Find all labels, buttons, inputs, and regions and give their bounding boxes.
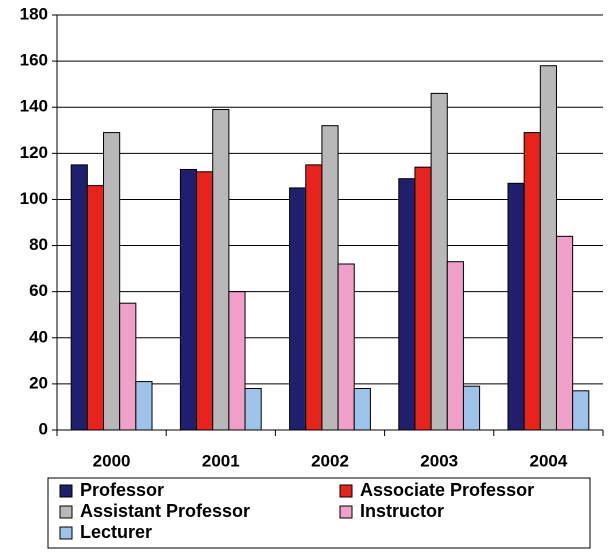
y-tick-label: 140: [20, 97, 48, 116]
bar: [196, 171, 214, 431]
bar: [70, 164, 88, 431]
legend-label: Lecturer: [80, 522, 152, 542]
bar: [572, 390, 590, 431]
y-tick-label: 40: [29, 327, 48, 346]
bar: [228, 291, 246, 431]
legend-swatch: [59, 484, 73, 498]
y-tick-label: 160: [20, 51, 48, 70]
x-tick-label: 2003: [420, 451, 458, 470]
bar: [321, 125, 339, 431]
bar: [430, 92, 448, 431]
legend-swatch: [339, 505, 353, 519]
x-tick-label: 2001: [202, 451, 240, 470]
bar: [523, 132, 541, 431]
bar: [244, 388, 262, 431]
y-tick-label: 80: [29, 235, 48, 254]
bar: [462, 385, 481, 431]
legend-label: Associate Professor: [360, 480, 534, 500]
bar: [353, 388, 371, 431]
y-tick-label: 0: [39, 419, 48, 438]
bar: [179, 168, 198, 431]
x-tick-label: 2002: [311, 451, 349, 470]
y-tick-label: 120: [20, 143, 48, 162]
bar: [446, 261, 464, 431]
x-tick-label: 2000: [93, 451, 131, 470]
bar: [135, 381, 153, 431]
legend-label: Instructor: [360, 501, 444, 521]
bar: [289, 187, 307, 431]
bar: [305, 164, 323, 431]
bar: [119, 302, 137, 431]
bar: [86, 185, 105, 431]
bar: [103, 132, 121, 431]
y-tick-label: 20: [29, 373, 48, 392]
bar: [212, 109, 230, 431]
bar: [398, 178, 416, 431]
y-tick-label: 60: [29, 281, 48, 300]
legend-swatch: [59, 505, 73, 519]
y-tick-label: 100: [20, 189, 48, 208]
legend-label: Professor: [80, 480, 164, 500]
legend-swatch: [339, 484, 353, 498]
legend-label: Assistant Professor: [80, 501, 250, 521]
y-tick-label: 180: [20, 4, 48, 23]
bar: [414, 166, 432, 431]
bar: [539, 65, 557, 431]
bar: [507, 182, 525, 431]
x-tick-label: 2004: [529, 451, 567, 470]
bar: [555, 235, 574, 431]
bar: [337, 263, 355, 431]
legend-swatch: [59, 526, 73, 540]
legend-box: [47, 477, 591, 549]
